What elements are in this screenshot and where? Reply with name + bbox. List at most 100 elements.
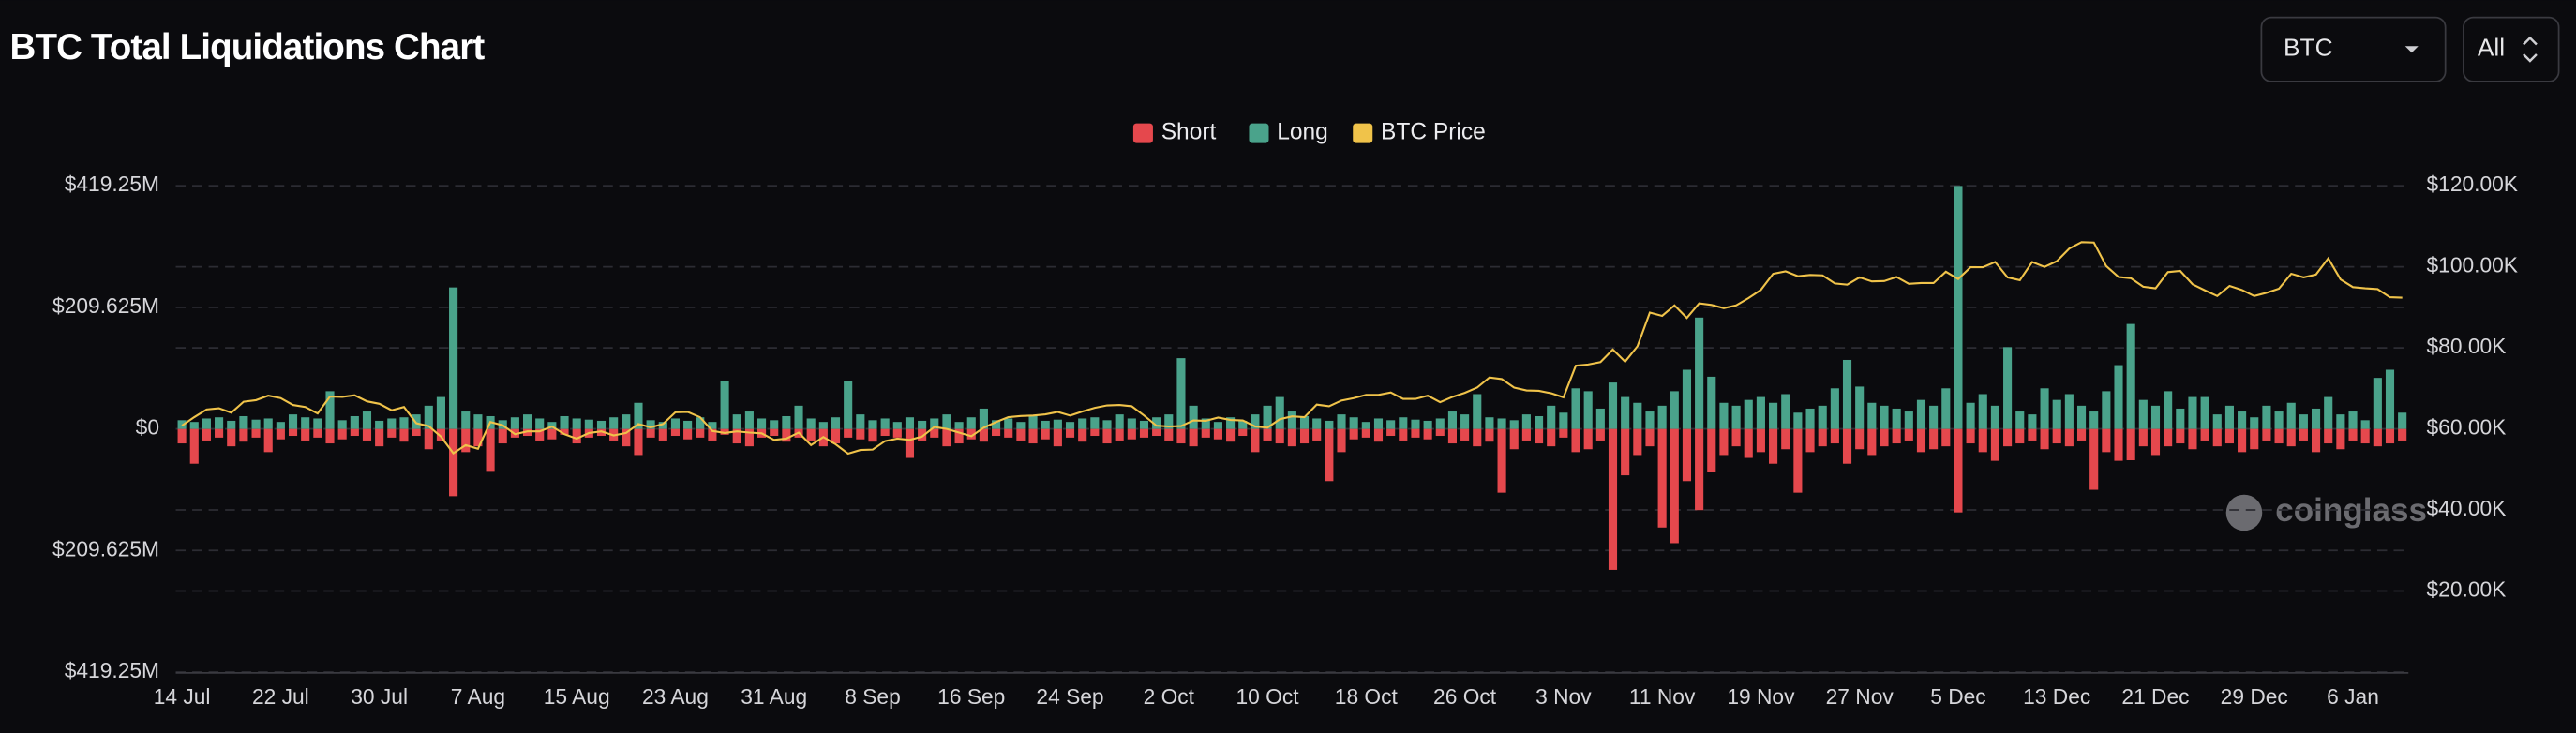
bar [1880, 428, 1889, 447]
bar [954, 422, 964, 429]
bar [227, 428, 236, 447]
bar [1695, 317, 1704, 429]
bar [1916, 428, 1926, 453]
bar [2311, 428, 2321, 453]
bar [905, 428, 915, 458]
bar [1127, 418, 1136, 429]
bar [1818, 428, 1827, 447]
bar [806, 428, 816, 441]
bar [1337, 414, 1346, 429]
dropdown-value[interactable]: BTC [2284, 34, 2333, 62]
bar [2150, 405, 2161, 429]
bar [2040, 388, 2049, 429]
range-dropdown[interactable]: All [2463, 16, 2560, 82]
x-tick-label: 7 Aug [451, 684, 505, 709]
bar [1435, 418, 1445, 429]
dropdown-box[interactable] [2463, 16, 2560, 82]
bar [744, 411, 754, 429]
bar [992, 420, 1001, 429]
bar [1213, 428, 1222, 440]
bar [412, 428, 421, 437]
bar [1016, 422, 1026, 429]
bar [189, 422, 199, 429]
bar [1793, 428, 1803, 493]
bar [1855, 428, 1865, 450]
bar [1016, 428, 1026, 441]
bar [1299, 415, 1310, 429]
bar [732, 414, 741, 429]
bar [1941, 428, 1951, 447]
bar [1399, 428, 1408, 441]
bar [2138, 399, 2148, 429]
bar [2324, 428, 2333, 444]
bar [1892, 408, 1901, 429]
bar [547, 428, 557, 440]
bar [646, 420, 655, 429]
bar [535, 418, 545, 429]
bar [313, 418, 322, 429]
bar [1941, 388, 1951, 429]
bar [1645, 428, 1655, 447]
dropdown-box[interactable] [2260, 16, 2447, 82]
bar [1041, 420, 1050, 429]
bar [337, 428, 347, 440]
bar [522, 414, 532, 429]
bar [2324, 396, 2333, 429]
bar [1682, 369, 1692, 429]
bar [1337, 428, 1346, 453]
bar [1621, 428, 1630, 476]
bar [1115, 414, 1124, 429]
bar [1744, 428, 1753, 458]
bar [1756, 396, 1765, 429]
bar [1473, 428, 1482, 447]
bar [239, 415, 248, 429]
bar [535, 428, 545, 441]
bar [572, 418, 581, 429]
bar [1929, 428, 1939, 450]
bar [362, 411, 372, 429]
bar-series [177, 428, 2407, 570]
bar [1769, 402, 1778, 429]
bar [2398, 412, 2407, 429]
bar [918, 428, 927, 441]
bar [2150, 428, 2161, 456]
bar [979, 408, 988, 429]
symbol-dropdown[interactable]: BTC [2260, 16, 2447, 82]
bar [609, 417, 619, 429]
bar [1719, 428, 1729, 456]
x-tick-label: 14 Jul [154, 684, 211, 709]
bar [1929, 405, 1939, 429]
y2-tick-label: $40.00K [2427, 496, 2507, 520]
bar [276, 422, 285, 429]
bar [1447, 411, 1458, 429]
bar [2224, 405, 2234, 429]
bar [2188, 428, 2197, 450]
bar [2052, 399, 2061, 429]
bar [301, 428, 310, 441]
bar [301, 417, 310, 429]
bar [560, 415, 569, 429]
bar [1682, 428, 1692, 482]
y-tick-label: $209.625M [52, 293, 159, 318]
bar [1115, 428, 1124, 441]
dropdown-caret [2523, 36, 2538, 63]
bar [2028, 414, 2037, 429]
bar [622, 414, 631, 429]
bar [1004, 418, 1013, 429]
bar [1608, 382, 1618, 429]
bar [1213, 422, 1222, 429]
bar [1559, 412, 1568, 429]
y-tick-label: $209.625M [52, 536, 159, 561]
bar [1756, 428, 1765, 453]
legend-swatch [1249, 123, 1269, 143]
bar [337, 420, 347, 429]
bar [350, 428, 359, 437]
bar [1312, 428, 1322, 441]
bar [782, 415, 791, 429]
bar [202, 418, 211, 429]
dropdown-value[interactable]: All [2478, 34, 2505, 62]
bar [436, 396, 445, 429]
bar [2003, 428, 2013, 447]
bar [1090, 417, 1100, 429]
y-tick-label: $419.25M [65, 172, 159, 196]
